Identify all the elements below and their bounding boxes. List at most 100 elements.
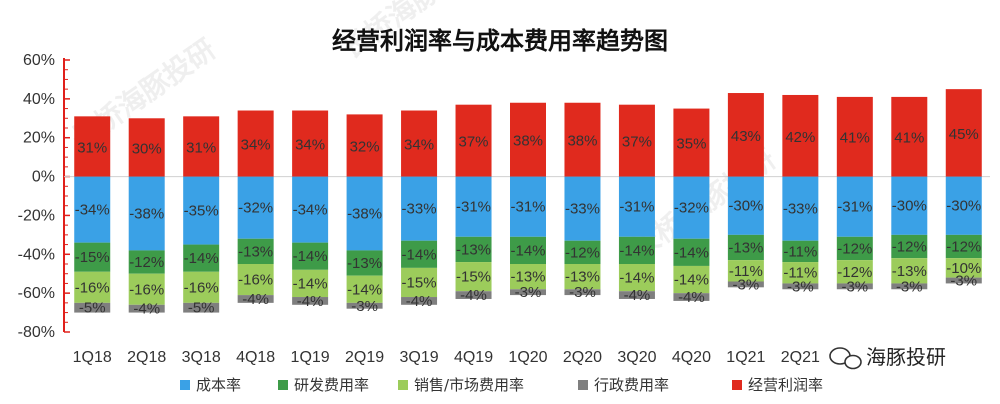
y-tick-label: -60% bbox=[18, 285, 55, 302]
y-tick-label: -40% bbox=[18, 246, 55, 263]
bar-segment-sales bbox=[183, 271, 220, 303]
bar-segment-sales bbox=[510, 264, 546, 290]
data-label: -13% bbox=[728, 239, 763, 256]
legend-label: 行政费用率 bbox=[594, 376, 669, 394]
bar-segment-op_margin bbox=[455, 104, 492, 177]
data-label: -4% bbox=[297, 293, 324, 310]
legend-swatch bbox=[180, 380, 190, 390]
data-label: 37% bbox=[459, 134, 489, 151]
legend-swatch bbox=[278, 380, 288, 390]
data-label: 31% bbox=[186, 139, 216, 156]
bar-segment-rnd bbox=[564, 240, 601, 264]
data-label: 32% bbox=[350, 138, 380, 155]
bar-segment-rnd bbox=[346, 250, 383, 276]
data-label: -13% bbox=[238, 243, 273, 260]
bar-segment-cost bbox=[128, 176, 165, 251]
y-tick-label: -20% bbox=[18, 207, 55, 224]
data-label: -12% bbox=[892, 239, 927, 256]
data-label: -16% bbox=[75, 279, 110, 296]
x-tick-label: 2Q21 bbox=[781, 349, 820, 366]
bar-segment-rnd bbox=[945, 234, 982, 259]
x-tick-label: 2Q20 bbox=[563, 349, 602, 366]
data-label: -16% bbox=[129, 281, 164, 298]
bar-segment-admin bbox=[292, 297, 329, 305]
bar-segment-op_margin bbox=[183, 116, 220, 177]
data-label: -3% bbox=[351, 298, 378, 315]
data-label: -31% bbox=[510, 199, 545, 216]
bar-segment-op_margin bbox=[782, 94, 819, 177]
data-label: -30% bbox=[892, 198, 927, 215]
data-label: -14% bbox=[293, 248, 328, 265]
data-label: -12% bbox=[946, 239, 981, 256]
bar-segment-admin bbox=[510, 289, 546, 296]
bar-segment-sales bbox=[891, 258, 928, 284]
bar-segment-sales bbox=[401, 267, 438, 298]
bar-segment-admin bbox=[618, 291, 655, 299]
bar-segment-op_margin bbox=[945, 89, 982, 177]
bar-segment-cost bbox=[891, 176, 928, 235]
bar-segment-sales bbox=[292, 269, 329, 298]
data-label: -14% bbox=[347, 281, 382, 298]
bar-segment-op_margin bbox=[346, 114, 383, 177]
data-label: -14% bbox=[402, 246, 437, 263]
data-label: -13% bbox=[892, 263, 927, 280]
data-label: -14% bbox=[184, 250, 219, 267]
bar-segment-admin bbox=[564, 289, 601, 296]
data-label: -31% bbox=[456, 199, 491, 216]
x-tick-label: 4Q18 bbox=[236, 349, 275, 366]
bar-segment-admin bbox=[945, 277, 982, 284]
data-label: -38% bbox=[129, 205, 164, 222]
bar-segment-rnd bbox=[183, 244, 220, 272]
bar-segment-op_margin bbox=[74, 116, 111, 177]
data-label: -10% bbox=[946, 260, 981, 277]
data-label: 34% bbox=[404, 137, 434, 154]
x-axis-labels: 1Q18 2Q18 3Q18 4Q18 1Q19 2Q19 3Q19 4Q19 1Q20 2Q20… bbox=[73, 349, 820, 366]
bar-segment-admin bbox=[455, 291, 492, 299]
bar-segment-rnd bbox=[891, 234, 928, 259]
data-label: -3% bbox=[515, 284, 542, 301]
data-label: -4% bbox=[242, 291, 269, 308]
bar-segment-admin bbox=[346, 302, 383, 309]
data-label: -12% bbox=[837, 264, 872, 281]
data-label: -15% bbox=[75, 249, 110, 266]
data-label: 41% bbox=[894, 130, 924, 147]
data-label: -33% bbox=[402, 201, 437, 218]
bar-segment-admin bbox=[183, 302, 220, 313]
data-label: -13% bbox=[565, 269, 600, 286]
data-label: -16% bbox=[238, 272, 273, 289]
bar-segment-sales bbox=[128, 273, 165, 305]
y-tick-label: 20% bbox=[23, 130, 55, 147]
data-label: 45% bbox=[949, 126, 979, 143]
bar-segment-cost bbox=[945, 176, 982, 235]
y-axis: 60% 40% 20% 0% -20% -40% -60% -80% bbox=[18, 52, 990, 341]
bar-segment-sales bbox=[673, 265, 710, 294]
bar-segment-rnd bbox=[74, 242, 111, 272]
bar-segment-cost bbox=[183, 176, 220, 245]
bar-segment-cost bbox=[74, 176, 111, 243]
legend-swatch bbox=[398, 380, 408, 390]
data-label: -33% bbox=[565, 201, 600, 218]
bar-segment-cost bbox=[618, 176, 655, 237]
wechat-icon bbox=[829, 347, 862, 370]
bar-segment-op_margin bbox=[510, 102, 546, 177]
bar-segment-op_margin bbox=[128, 118, 165, 177]
data-label: -14% bbox=[510, 242, 545, 259]
data-label: -35% bbox=[184, 203, 219, 220]
data-label: -4% bbox=[460, 287, 487, 304]
bar-segment-sales bbox=[618, 264, 655, 292]
x-tick-label: 4Q19 bbox=[454, 349, 493, 366]
bar-segment-rnd bbox=[673, 238, 710, 266]
bar-segment-admin bbox=[782, 283, 819, 290]
data-label: 31% bbox=[77, 139, 107, 156]
x-tick-label: 2Q18 bbox=[127, 349, 166, 366]
x-tick-label: 4Q20 bbox=[672, 349, 711, 366]
x-tick-label: 2Q19 bbox=[345, 349, 384, 366]
x-tick-label: 1Q21 bbox=[726, 349, 765, 366]
bar-segment-cost bbox=[782, 176, 819, 241]
bar-segment-op_margin bbox=[891, 96, 928, 177]
bar-segment-sales bbox=[945, 258, 982, 278]
bar-segment-cost bbox=[292, 176, 329, 243]
data-label: -3% bbox=[733, 276, 760, 293]
data-label: 42% bbox=[785, 129, 815, 146]
